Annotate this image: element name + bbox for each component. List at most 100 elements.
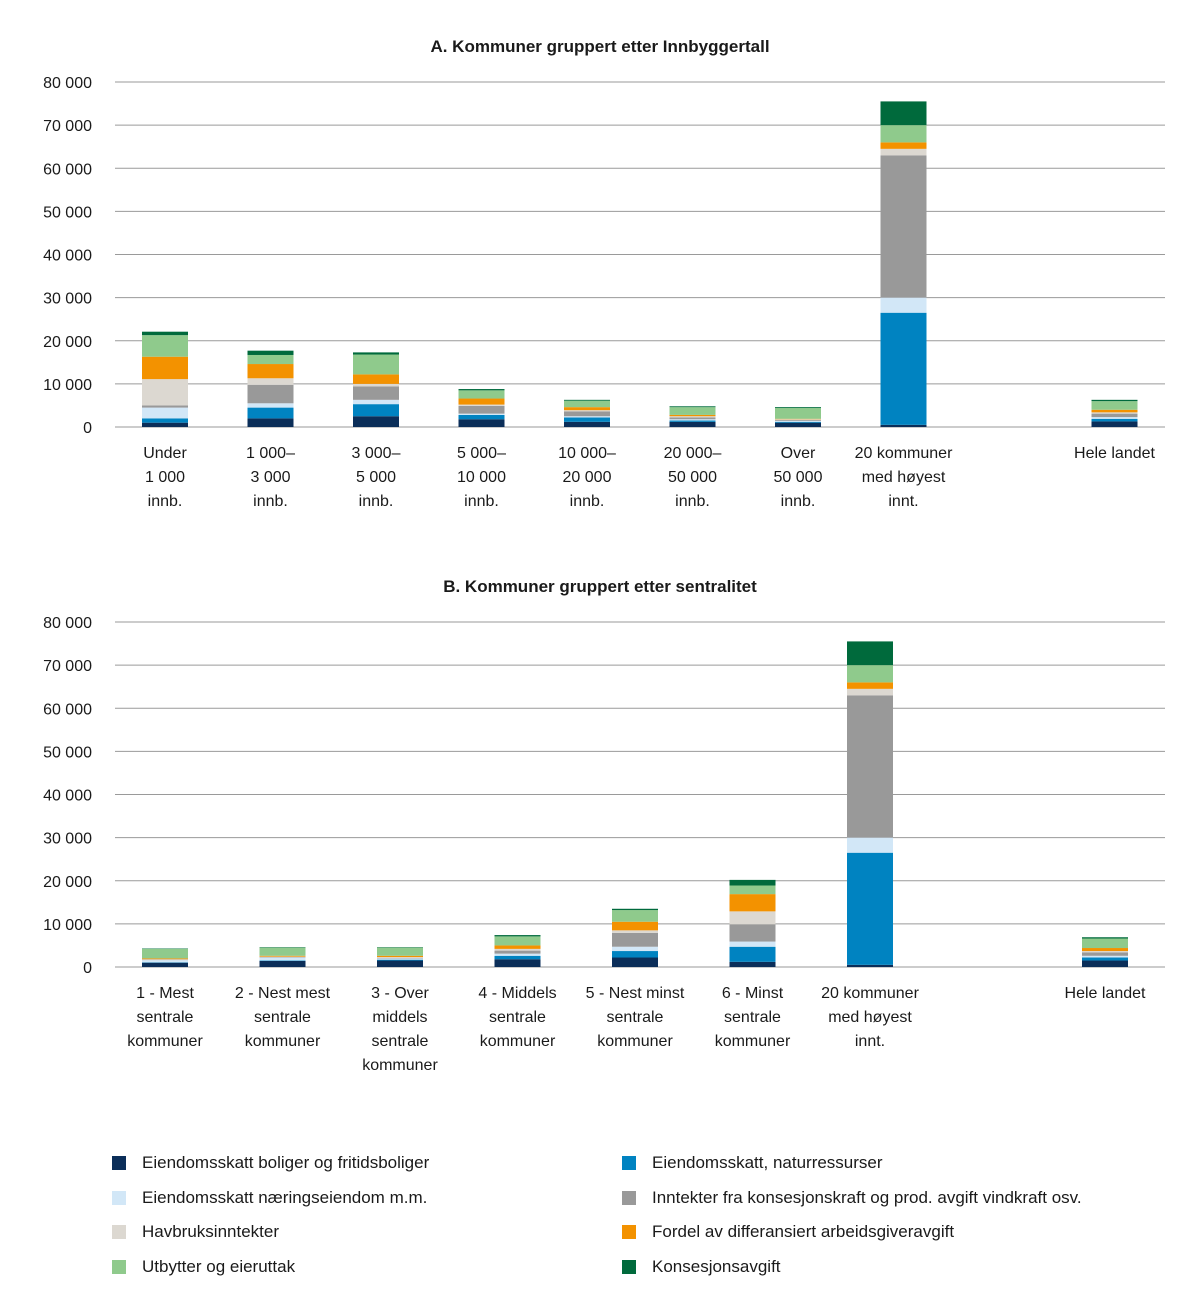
bar-segment: [612, 957, 658, 967]
bar-segment: [247, 354, 294, 365]
x-tick-label: 3 - Over middels sentrale kommuner: [362, 985, 438, 1074]
bar-segment: [353, 416, 399, 427]
bar-segment: [775, 407, 821, 409]
bar-segment: [612, 930, 658, 933]
bar-segment: [142, 379, 188, 406]
legend-swatch: [112, 1191, 126, 1205]
bar-segment: [1082, 955, 1128, 958]
x-tick-label: 2 - Nest mest sentrale kommuner: [235, 985, 331, 1050]
bar-segment: [1091, 409, 1138, 413]
bar-segment: [1091, 413, 1138, 418]
legend-item: Utbytter og eieruttak: [112, 1255, 295, 1279]
bar-segment: [847, 964, 893, 967]
chart-title: B. Kommuner gruppert etter sentralitet: [443, 577, 757, 596]
bar-segment: [353, 399, 399, 405]
bar-segment: [353, 354, 399, 375]
bar-segment: [1082, 952, 1128, 956]
bar-segment: [458, 390, 505, 399]
x-tick-label: Hele landet: [1065, 985, 1147, 1002]
bar-segment: [247, 384, 294, 404]
bar-segment: [494, 953, 541, 956]
bar-segment: [880, 312, 927, 425]
bar-segment: [142, 948, 188, 959]
bar-segment: [775, 408, 821, 419]
bar-segment: [1091, 412, 1138, 414]
bar-segment: [1082, 957, 1128, 961]
x-tick-label: 20 kommuner med høyest innt.: [855, 445, 953, 510]
bar-segment: [564, 399, 610, 401]
legend-label: Utbytter og eieruttak: [142, 1257, 296, 1276]
bar-segment: [880, 148, 927, 156]
bar-segment: [1091, 417, 1138, 419]
bar-segment: [847, 665, 893, 683]
legend-label: Eiendomsskatt, naturressurser: [652, 1153, 883, 1172]
bar-segment: [612, 910, 658, 922]
y-tick-label: 60 000: [43, 161, 92, 178]
bar-segment: [564, 407, 610, 411]
bar-segment: [669, 417, 716, 420]
bar-segment: [847, 641, 893, 666]
bar-segment: [353, 374, 399, 384]
bar-segment: [353, 383, 399, 387]
bar-segment: [247, 378, 294, 385]
bar-segment: [142, 356, 188, 380]
bar-segment: [612, 951, 658, 958]
y-tick-label: 40 000: [43, 788, 92, 805]
y-tick-label: 70 000: [43, 658, 92, 675]
bar-segment: [377, 947, 423, 956]
x-tick-label: Hele landet: [1074, 445, 1156, 462]
legend-label: Fordel av differansiert arbeidsgiveravgi…: [652, 1222, 955, 1241]
legend-swatch: [622, 1191, 636, 1205]
bar-segment: [377, 957, 423, 958]
bar-segment: [669, 406, 716, 408]
bar-segment: [247, 350, 294, 355]
bar-segment: [1082, 937, 1128, 939]
y-tick-label: 40 000: [43, 248, 92, 265]
bar-segment: [612, 921, 658, 931]
bar-segment: [1082, 960, 1128, 967]
bar-segment: [247, 418, 294, 427]
bar-segment: [259, 960, 306, 967]
x-tick-label: 1 - Mest sentrale kommuner: [127, 985, 203, 1050]
bar-segment: [494, 948, 541, 951]
bar-segment: [669, 407, 716, 415]
bar-segment: [612, 932, 658, 947]
x-tick-label: Under 1 000 innb.: [143, 445, 187, 510]
legend-item: Havbruksinntekter: [112, 1220, 279, 1244]
legend-item: Eiendomsskatt boliger og fritidsboliger: [112, 1151, 429, 1175]
bar-segment: [458, 419, 505, 427]
bar-segment: [142, 962, 188, 967]
x-tick-label: 20 000– 50 000 innb.: [664, 445, 722, 510]
bar-segment: [142, 960, 188, 963]
bar-segment: [729, 879, 776, 886]
bar-segment: [458, 389, 505, 391]
legend-swatch: [112, 1156, 126, 1170]
bar-segment: [494, 955, 541, 960]
legend-swatch: [112, 1260, 126, 1274]
x-tick-label: 3 000– 5 000 innb.: [352, 445, 401, 510]
bar-segment: [669, 416, 716, 418]
x-tick-label: 4 - Middels sentrale kommuner: [478, 985, 556, 1050]
bar-segment: [729, 885, 776, 895]
bar-segment: [729, 894, 776, 912]
bar-segment: [377, 960, 423, 967]
bar-segment: [880, 125, 927, 143]
bar-segment: [880, 297, 927, 313]
legend-item: Inntekter fra konsesjonskraft og prod. a…: [622, 1186, 1082, 1210]
panel-b: B. Kommuner gruppert etter sentralitet 0 1…: [43, 577, 1165, 1074]
legend-swatch: [622, 1225, 636, 1239]
bar-segment: [142, 422, 188, 427]
bar-segment: [775, 420, 821, 421]
bar-segment: [247, 364, 294, 379]
bar-segment: [458, 405, 505, 414]
bar-segment: [142, 331, 188, 336]
bar-segment: [458, 413, 505, 415]
x-tick-label: 20 kommuner med høyest innt.: [821, 985, 919, 1050]
panel-a: A. Kommuner gruppert etter Innbyggertall…: [43, 37, 1165, 510]
bar-segment: [847, 852, 893, 965]
y-tick-label: 50 000: [43, 204, 92, 221]
bar-segment: [775, 419, 821, 421]
bar-segment: [494, 935, 541, 937]
y-tick-label: 10 000: [43, 917, 92, 934]
